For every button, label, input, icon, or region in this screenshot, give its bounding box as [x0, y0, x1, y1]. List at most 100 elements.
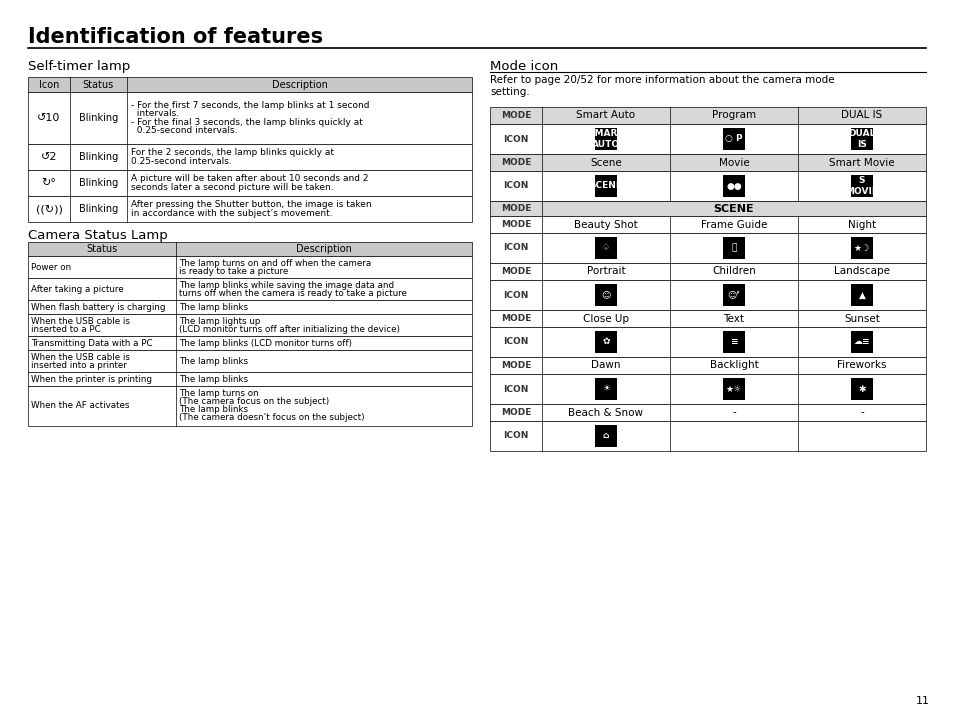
Text: (The camera focus on the subject): (The camera focus on the subject) — [179, 397, 329, 407]
Text: ♤: ♤ — [601, 243, 609, 253]
Bar — [850, 175, 872, 197]
Text: For the 2 seconds, the lamp blinks quickly at: For the 2 seconds, the lamp blinks quick… — [131, 148, 334, 158]
Text: MODE: MODE — [500, 408, 531, 417]
Text: A picture will be taken after about 10 seconds and 2: A picture will be taken after about 10 s… — [131, 174, 368, 184]
Bar — [722, 331, 744, 353]
Bar — [490, 171, 925, 201]
Text: Sunset: Sunset — [843, 313, 879, 323]
Bar — [722, 128, 744, 150]
Text: When the USB cable is: When the USB cable is — [30, 353, 130, 361]
Bar — [28, 336, 472, 350]
Text: DUAL
IS: DUAL IS — [847, 130, 875, 149]
Text: The lamp blinks (LCD monitor turns off): The lamp blinks (LCD monitor turns off) — [179, 338, 352, 348]
Text: -: - — [731, 408, 735, 418]
Text: Portrait: Portrait — [586, 266, 624, 276]
Text: Power on: Power on — [30, 263, 71, 271]
Text: The lamp blinks: The lamp blinks — [179, 356, 248, 366]
Text: 11: 11 — [915, 696, 929, 706]
Text: Camera Status Lamp: Camera Status Lamp — [28, 229, 168, 242]
Text: inserted into a printer: inserted into a printer — [30, 361, 127, 369]
Bar — [595, 425, 617, 447]
Bar — [595, 175, 617, 197]
Bar — [850, 331, 872, 353]
Bar — [490, 404, 925, 421]
Text: DUAL IS: DUAL IS — [841, 110, 882, 120]
Text: MODE: MODE — [500, 314, 531, 323]
Text: Self-timer lamp: Self-timer lamp — [28, 60, 131, 73]
Text: ICON: ICON — [503, 338, 528, 346]
Text: ICON: ICON — [503, 181, 528, 191]
Text: ☁≡: ☁≡ — [853, 338, 869, 346]
Text: (The camera doesn’t focus on the subject): (The camera doesn’t focus on the subject… — [179, 413, 364, 423]
Text: Dawn: Dawn — [591, 361, 620, 371]
Text: Fireworks: Fireworks — [837, 361, 886, 371]
Text: ✿: ✿ — [601, 338, 609, 346]
Text: When flash battery is charging: When flash battery is charging — [30, 302, 165, 312]
Text: Mode icon: Mode icon — [490, 60, 558, 73]
Bar — [28, 300, 472, 314]
Text: ★☽: ★☽ — [853, 243, 869, 253]
Bar — [490, 310, 925, 327]
Bar — [28, 386, 472, 426]
Bar — [595, 331, 617, 353]
Bar — [490, 280, 925, 310]
Text: ((↻)): ((↻)) — [35, 204, 62, 214]
Text: SCENE: SCENE — [713, 204, 754, 214]
Text: MODE: MODE — [500, 111, 531, 120]
Text: Blinking: Blinking — [79, 178, 118, 188]
Text: MODE: MODE — [500, 220, 531, 229]
Text: Description: Description — [272, 79, 327, 89]
Text: Close Up: Close Up — [582, 313, 628, 323]
Text: SCENE: SCENE — [589, 181, 622, 191]
Bar — [850, 237, 872, 259]
Bar — [722, 237, 744, 259]
Bar — [28, 170, 472, 196]
Bar — [722, 175, 744, 197]
Text: The lamp blinks: The lamp blinks — [179, 405, 248, 415]
Text: ICON: ICON — [503, 384, 528, 394]
Text: Beauty Shot: Beauty Shot — [574, 220, 638, 230]
Text: Status: Status — [83, 79, 114, 89]
Text: Status: Status — [87, 244, 117, 254]
Text: Blinking: Blinking — [79, 152, 118, 162]
Bar — [850, 378, 872, 400]
Text: ↻°: ↻° — [42, 178, 56, 188]
Text: ☺’: ☺’ — [727, 290, 740, 300]
Bar — [490, 233, 925, 263]
Text: MODE: MODE — [500, 267, 531, 276]
Bar — [490, 201, 925, 216]
Text: Icon: Icon — [39, 79, 59, 89]
Text: (LCD monitor turns off after initializing the device): (LCD monitor turns off after initializin… — [179, 325, 399, 333]
Bar — [490, 107, 925, 124]
Text: ★☼: ★☼ — [725, 384, 741, 394]
Text: Blinking: Blinking — [79, 113, 118, 123]
Bar — [28, 242, 472, 256]
Bar — [490, 421, 925, 451]
Text: Transmitting Data with a PC: Transmitting Data with a PC — [30, 338, 152, 348]
Bar — [595, 378, 617, 400]
Text: The lamp turns on: The lamp turns on — [179, 390, 258, 398]
Bar — [850, 284, 872, 306]
Bar — [490, 154, 925, 171]
Bar — [28, 278, 472, 300]
Text: MODE: MODE — [500, 158, 531, 167]
Bar — [28, 196, 472, 222]
Text: ⌗: ⌗ — [731, 243, 736, 253]
Bar — [850, 128, 872, 150]
Bar — [490, 216, 925, 233]
Text: Text: Text — [722, 313, 743, 323]
Text: Scene: Scene — [590, 158, 621, 168]
Text: ▲: ▲ — [858, 290, 864, 300]
Bar — [595, 237, 617, 259]
Text: ≡: ≡ — [729, 338, 737, 346]
Text: seconds later a second picture will be taken.: seconds later a second picture will be t… — [131, 183, 334, 192]
Text: ICON: ICON — [503, 431, 528, 441]
Text: S
MOVIE: S MOVIE — [844, 176, 878, 196]
Text: Beach & Snow: Beach & Snow — [568, 408, 643, 418]
Text: SMART
AUTO: SMART AUTO — [588, 130, 623, 149]
Text: Blinking: Blinking — [79, 204, 118, 214]
Text: ⌂: ⌂ — [602, 431, 609, 441]
Bar — [28, 77, 472, 92]
Text: ↺10: ↺10 — [37, 113, 61, 123]
Bar — [28, 92, 472, 144]
